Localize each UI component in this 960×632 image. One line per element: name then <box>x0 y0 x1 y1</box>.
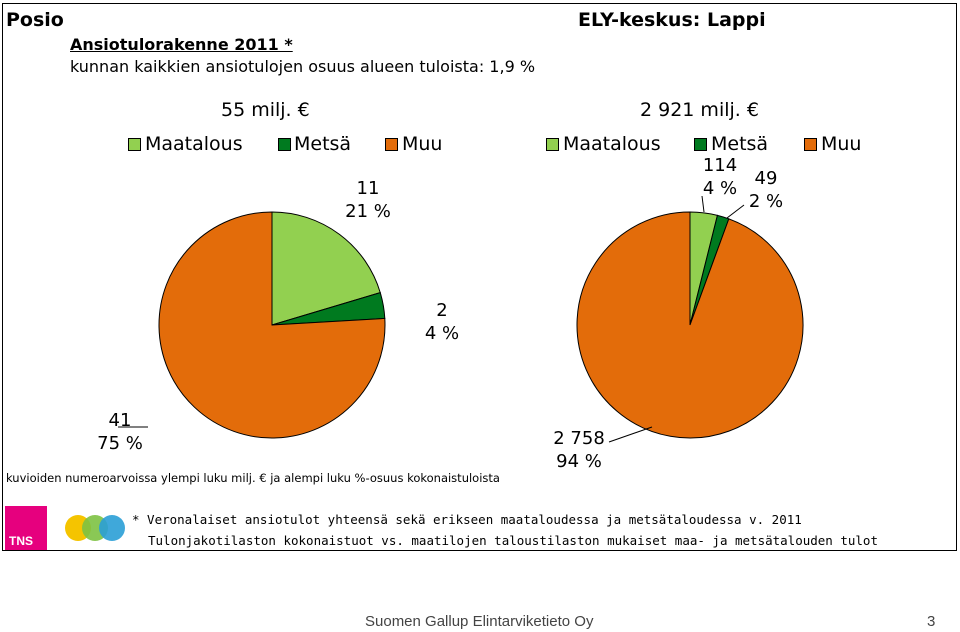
right-total-label: 2 921 milj. € <box>640 99 759 121</box>
right-maatalous-value: 114 <box>702 155 738 176</box>
values-note: kuvioiden numeroarvoissa ylempi luku mil… <box>6 471 500 485</box>
tns-logo: TNS <box>5 506 47 550</box>
legend-swatch-muu <box>385 138 398 151</box>
legend-swatch-metsa-right <box>694 138 707 151</box>
left-metsa-value: 2 <box>436 300 448 321</box>
pie-slice-maatalous <box>271 211 381 326</box>
footer-company: Suomen Gallup Elintarviketieto Oy <box>365 613 594 630</box>
right-metsa-percent: 2 % <box>748 191 784 212</box>
legend-label-muu-right: Muu <box>821 133 862 155</box>
legend-swatch-maatalous <box>128 138 141 151</box>
ely-title: ELY-keskus: Lappi <box>578 9 766 31</box>
left-metsa-label: 2 4 % <box>412 299 472 345</box>
left-maatalous-label: 11 21 % <box>338 177 398 223</box>
right-muu-percent: 94 % <box>556 451 602 472</box>
pie-right <box>576 211 804 439</box>
legend-label-metsa-right: Metsä <box>711 133 769 155</box>
right-maatalous-percent: 4 % <box>702 178 738 199</box>
logo-blue-circle <box>99 515 125 541</box>
legend-swatch-maatalous-right <box>546 138 559 151</box>
region-title: Posio <box>6 9 64 31</box>
left-metsa-percent: 4 % <box>424 323 460 344</box>
pie-slice-muu <box>158 211 386 439</box>
left-muu-percent: 75 % <box>97 433 143 454</box>
tns-logo-text: TNS <box>9 534 33 548</box>
structure-title: Ansiotulorakenne 2011 * <box>70 35 293 54</box>
left-muu-value: 41 <box>108 410 132 431</box>
legend-swatch-metsa <box>278 138 291 151</box>
chart-frame <box>2 3 957 551</box>
pie-left <box>158 211 386 439</box>
legend-label-maatalous-right: Maatalous <box>563 133 661 155</box>
footer-page-number: 3 <box>927 613 936 630</box>
right-muu-label: 2 758 94 % <box>544 427 614 473</box>
right-metsa-label: 49 2 % <box>736 167 796 213</box>
legend-label-metsa: Metsä <box>294 133 352 155</box>
income-share-text: kunnan kaikkien ansiotulojen osuus aluee… <box>70 57 536 76</box>
leader-line-right-metsa <box>726 204 745 219</box>
right-muu-value: 2 758 <box>553 428 605 449</box>
left-maatalous-value: 11 <box>356 178 380 199</box>
right-metsa-value: 49 <box>754 168 778 189</box>
pie-slice-muu <box>576 211 804 439</box>
partner-logo <box>65 515 125 541</box>
leader-line-right-maatalous <box>701 195 705 213</box>
footnote-line-2: Tulonjakotilaston kokonaistuot vs. maati… <box>148 533 878 548</box>
legend-label-maatalous: Maatalous <box>145 133 243 155</box>
footnote-line-1: * Veronalaiset ansiotulot yhteensä sekä … <box>132 512 802 527</box>
leader-line-right-muu <box>608 426 653 443</box>
legend-label-muu: Muu <box>402 133 443 155</box>
right-maatalous-label: 114 4 % <box>690 154 750 200</box>
legend-swatch-muu-right <box>804 138 817 151</box>
left-maatalous-percent: 21 % <box>345 201 391 222</box>
left-total-label: 55 milj. € <box>221 99 310 121</box>
left-muu-label: 41 75 % <box>90 409 150 455</box>
